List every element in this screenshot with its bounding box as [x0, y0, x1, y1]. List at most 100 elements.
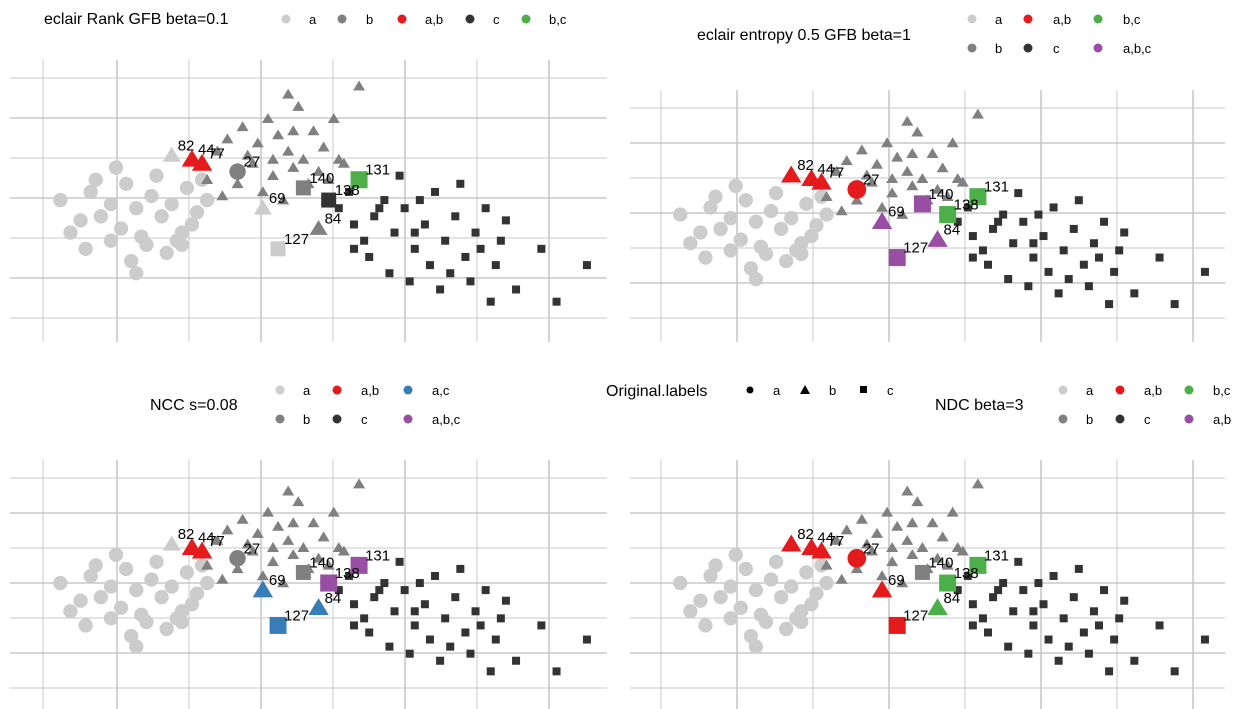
point-c — [978, 614, 987, 623]
point-label: 82 — [178, 526, 195, 543]
point-b — [231, 178, 244, 189]
point-a — [768, 554, 784, 569]
point-b — [277, 194, 290, 205]
point-a — [164, 579, 179, 594]
point-label: 84 — [944, 590, 961, 607]
point-a — [88, 558, 103, 573]
point-c — [1039, 232, 1048, 241]
point-c — [1110, 267, 1119, 276]
point-a — [693, 593, 708, 608]
point-c — [385, 642, 394, 651]
point-a — [154, 590, 169, 605]
point-c — [1120, 596, 1129, 605]
point-b — [287, 517, 300, 528]
point-c — [1019, 217, 1028, 226]
point-b — [297, 542, 310, 552]
point-c — [512, 656, 521, 665]
point-c — [441, 614, 450, 623]
legend-label: c — [493, 12, 500, 27]
point-b — [931, 183, 944, 194]
highlight-point — [847, 548, 867, 568]
point-b — [941, 559, 954, 570]
point-c — [360, 236, 369, 245]
point-a — [103, 579, 119, 594]
point-a — [174, 237, 189, 252]
point-label: 127 — [903, 240, 928, 257]
highlight-point — [927, 598, 948, 616]
point-b — [272, 129, 285, 140]
point-c — [461, 252, 470, 261]
point-label: 131 — [984, 179, 1009, 196]
point-c — [1029, 253, 1038, 262]
point-a — [93, 590, 108, 605]
point-a — [139, 237, 154, 252]
point-a — [149, 554, 164, 569]
point-a — [723, 211, 738, 226]
point-c — [999, 579, 1008, 588]
highlight-point — [913, 195, 931, 213]
point-b — [266, 556, 279, 567]
point-c — [1105, 667, 1114, 676]
point-a — [129, 582, 144, 598]
point-c — [1024, 282, 1033, 291]
point-c — [968, 600, 977, 609]
point-b — [332, 153, 345, 164]
point-a — [124, 628, 139, 644]
point-a — [118, 561, 134, 577]
point-label: 84 — [944, 222, 961, 239]
legend-swatch — [1093, 14, 1103, 24]
point-b — [916, 173, 929, 184]
point-label: 131 — [984, 547, 1009, 564]
highlight-point — [308, 598, 329, 616]
point-a — [139, 614, 154, 630]
point-label: 127 — [903, 607, 928, 624]
highlight-point — [781, 165, 802, 183]
legend: a a,b b,c b c a,b,c — [967, 12, 1152, 56]
highlight-point — [269, 616, 287, 634]
point-b — [261, 506, 274, 517]
point-b — [317, 141, 330, 152]
point-b — [246, 157, 259, 168]
point-c — [994, 217, 1003, 226]
point-c — [380, 579, 389, 588]
point-a — [184, 597, 200, 612]
point-a — [129, 266, 144, 281]
point-a — [73, 593, 88, 608]
point-b — [211, 534, 224, 545]
point-a — [804, 228, 819, 244]
point-c — [1069, 593, 1078, 602]
legend-swatch — [967, 14, 977, 24]
point-c — [471, 607, 480, 616]
point-label: 131 — [365, 547, 390, 564]
highlight-point — [847, 180, 867, 199]
highlight-point — [162, 535, 181, 551]
point-c — [375, 586, 384, 595]
point-a — [683, 236, 698, 251]
legend-label: a,c — [432, 383, 450, 398]
point-a — [773, 590, 789, 605]
point-c — [456, 179, 465, 188]
point-b — [871, 158, 883, 169]
point-label: 138 — [954, 197, 979, 214]
point-c — [415, 579, 424, 588]
point-c — [365, 628, 374, 637]
point-b — [292, 496, 305, 507]
legend-swatch — [1184, 414, 1194, 424]
point-b — [956, 545, 969, 556]
point-a — [200, 192, 215, 208]
highlight-point — [270, 241, 286, 257]
point-c — [552, 667, 561, 676]
legend-label: a — [773, 383, 781, 398]
point-a — [698, 618, 713, 633]
point-c — [496, 614, 505, 623]
legend: a b a,b c b,c — [281, 12, 567, 27]
point-b — [256, 186, 269, 197]
point-b — [886, 542, 899, 552]
point-a — [799, 196, 814, 211]
point-a — [779, 621, 794, 637]
point-a — [748, 271, 764, 287]
point-b — [901, 534, 914, 545]
point-c — [1019, 586, 1028, 595]
point-c — [431, 571, 440, 580]
